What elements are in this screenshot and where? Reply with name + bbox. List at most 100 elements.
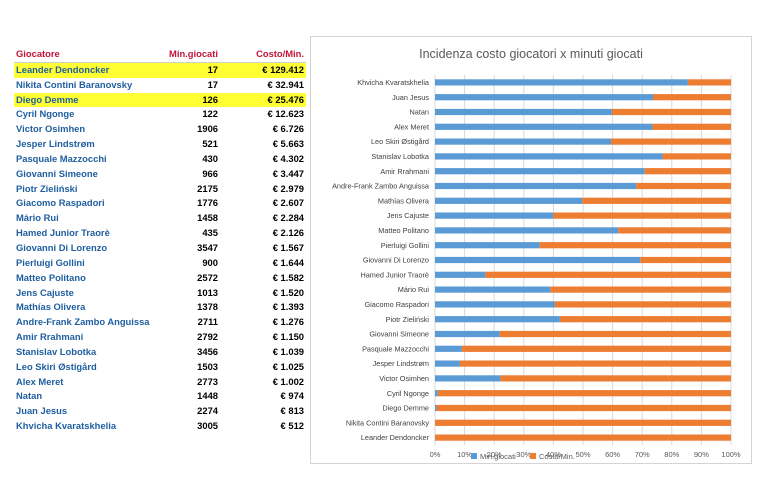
player-name: Natan bbox=[16, 390, 43, 402]
y-tick-label: Amir Rrahmani bbox=[380, 167, 429, 176]
cost-per-minute: € 2.126 bbox=[272, 227, 304, 239]
player-name: Pierluigi Gollini bbox=[16, 256, 85, 268]
cost-per-minute: € 6.726 bbox=[272, 123, 304, 135]
minutes-played: 126 bbox=[202, 93, 218, 105]
y-tick-label: Pasquale Mazzocchi bbox=[362, 344, 429, 353]
cost-per-minute: € 2.607 bbox=[272, 197, 304, 209]
table-row: Amir Rrahmani 2792 € 1.150 bbox=[14, 330, 306, 345]
bar-costo-min bbox=[459, 360, 731, 367]
player-table: Giocatore Min.giocati Costo/Min. Leander… bbox=[14, 47, 306, 434]
player-name: Piotr Zieliński bbox=[16, 182, 78, 194]
cost-per-minute: € 1.567 bbox=[272, 241, 304, 253]
minutes-played: 435 bbox=[202, 227, 218, 239]
header-giocatore: Giocatore bbox=[16, 48, 60, 59]
bar-costo-min bbox=[435, 434, 731, 441]
y-tick-label: Khvicha Kvaratskhelia bbox=[357, 78, 430, 87]
cost-per-minute: € 1.393 bbox=[272, 301, 304, 313]
y-tick-label: Leander Dendoncker bbox=[361, 433, 430, 442]
chart-title: Incidenza costo giocatori x minuti gioca… bbox=[419, 47, 643, 61]
minutes-played: 2711 bbox=[197, 316, 218, 328]
bar-costo-min bbox=[640, 256, 731, 264]
cost-per-minute: € 1.039 bbox=[272, 345, 304, 357]
bar-min-giocati bbox=[435, 330, 500, 338]
y-tick-label: Giovanni Simeone bbox=[369, 330, 429, 339]
player-name: Giacomo Raspadori bbox=[16, 197, 105, 209]
bar-costo-min bbox=[636, 182, 731, 190]
legend-label-min-giocati: Min.giocati bbox=[480, 452, 516, 461]
bar-costo-min bbox=[553, 212, 731, 219]
stacked-bar-chart: Incidenza costo giocatori x minuti gioca… bbox=[332, 47, 741, 461]
table-row: Alex Meret 2773 € 1.002 bbox=[14, 375, 306, 390]
chart-frame: Incidenza costo giocatori x minuti gioca… bbox=[310, 36, 752, 464]
minutes-played: 900 bbox=[202, 256, 218, 268]
y-tick-label: Cyril Ngonge bbox=[387, 389, 429, 398]
legend-swatch-min-giocati bbox=[471, 453, 477, 459]
table-row: Andre-Frank Zambo Anguissa 2711 € 1.276 bbox=[14, 315, 306, 330]
minutes-played: 1378 bbox=[197, 301, 218, 313]
table-row: Giovanni Simeone 966 € 3.447 bbox=[14, 167, 306, 182]
player-name: Hamed Junior Traorè bbox=[16, 227, 110, 239]
minutes-played: 1458 bbox=[197, 212, 218, 224]
y-tick-label: Stanislav Lobotka bbox=[371, 152, 430, 161]
y-tick-label: Alex Meret bbox=[394, 122, 429, 131]
bar-costo-min bbox=[653, 94, 731, 101]
x-tick-label: 50% bbox=[575, 450, 590, 459]
cost-per-minute: € 1.520 bbox=[272, 286, 304, 298]
bar-min-giocati bbox=[435, 256, 641, 264]
x-tick-label: 90% bbox=[694, 450, 709, 459]
x-tick-label: 20% bbox=[487, 450, 502, 459]
bar-min-giocati bbox=[435, 94, 654, 101]
y-tick-label: Jesper Lindstrøm bbox=[373, 359, 429, 368]
table-row: Hamed Junior Traorè 435 € 2.126 bbox=[14, 226, 306, 241]
cost-per-minute: € 1.276 bbox=[272, 316, 304, 328]
cost-per-minute: € 974 bbox=[280, 390, 304, 402]
legend-swatch-costo-min bbox=[530, 453, 536, 459]
x-tick-label: 30% bbox=[516, 450, 531, 459]
bar-min-giocati bbox=[435, 271, 486, 278]
player-name: Victor Osimhen bbox=[16, 123, 86, 135]
table-row: Pasquale Mazzocchi 430 € 4.302 bbox=[14, 152, 306, 167]
player-name: Diego Demme bbox=[16, 93, 79, 105]
table-header-row: Giocatore Min.giocati Costo/Min. bbox=[14, 47, 306, 63]
minutes-played: 1448 bbox=[197, 390, 218, 402]
table-body: Leander Dendoncker 17 € 129.412 Nikita Cont… bbox=[14, 62, 306, 434]
y-tick-label: Mário Rui bbox=[398, 285, 430, 294]
table-row: Giovanni Di Lorenzo 3547 € 1.567 bbox=[14, 241, 306, 256]
minutes-played: 1776 bbox=[197, 197, 218, 209]
bar-costo-min bbox=[435, 419, 731, 426]
minutes-played: 2572 bbox=[197, 271, 218, 283]
x-tick-label: 10% bbox=[457, 450, 472, 459]
player-name: Matteo Politano bbox=[16, 271, 86, 283]
bar-min-giocati bbox=[435, 345, 462, 352]
x-tick-label: 100% bbox=[721, 450, 741, 459]
cost-per-minute: € 1.025 bbox=[272, 360, 304, 372]
table-row: Leo Skiri Østigård 1503 € 1.025 bbox=[14, 360, 306, 375]
table-row: Mário Rui 1458 € 2.284 bbox=[14, 211, 306, 226]
cost-per-minute: € 813 bbox=[280, 405, 304, 417]
player-name: Giovanni Di Lorenzo bbox=[16, 241, 108, 253]
table-row: Nikita Contini Baranovsky 17 € 32.941 bbox=[14, 78, 306, 93]
bar-min-giocati bbox=[435, 301, 555, 308]
table-row: Jesper Lindstrøm 521 € 5.663 bbox=[14, 137, 306, 152]
cost-per-minute: € 25.476 bbox=[267, 93, 305, 105]
cost-per-minute: € 12.623 bbox=[267, 108, 305, 120]
minutes-played: 430 bbox=[202, 152, 218, 164]
cost-per-minute: € 5.663 bbox=[272, 138, 304, 150]
player-name: Stanislav Lobotka bbox=[16, 345, 97, 357]
table-row: Leander Dendoncker 17 € 129.412 bbox=[14, 62, 306, 78]
x-tick-label: 0% bbox=[430, 450, 441, 459]
cost-per-minute: € 1.582 bbox=[272, 271, 304, 283]
bar-min-giocati bbox=[435, 212, 554, 219]
bar-costo-min bbox=[554, 301, 731, 308]
bar-costo-min bbox=[550, 286, 731, 293]
bar-costo-min bbox=[618, 227, 731, 234]
player-name: Pasquale Mazzocchi bbox=[16, 152, 107, 164]
y-tick-label: Juan Jesus bbox=[392, 93, 429, 102]
table-row: Victor Osimhen 1906 € 6.726 bbox=[14, 122, 306, 137]
bar-costo-min bbox=[437, 390, 731, 397]
cost-per-minute: € 2.979 bbox=[272, 182, 304, 194]
bar-costo-min bbox=[611, 108, 731, 116]
player-name: Cyril Ngonge bbox=[16, 108, 75, 120]
player-name: Giovanni Simeone bbox=[16, 167, 98, 179]
y-tick-label: Piotr Zieliński bbox=[386, 315, 430, 324]
